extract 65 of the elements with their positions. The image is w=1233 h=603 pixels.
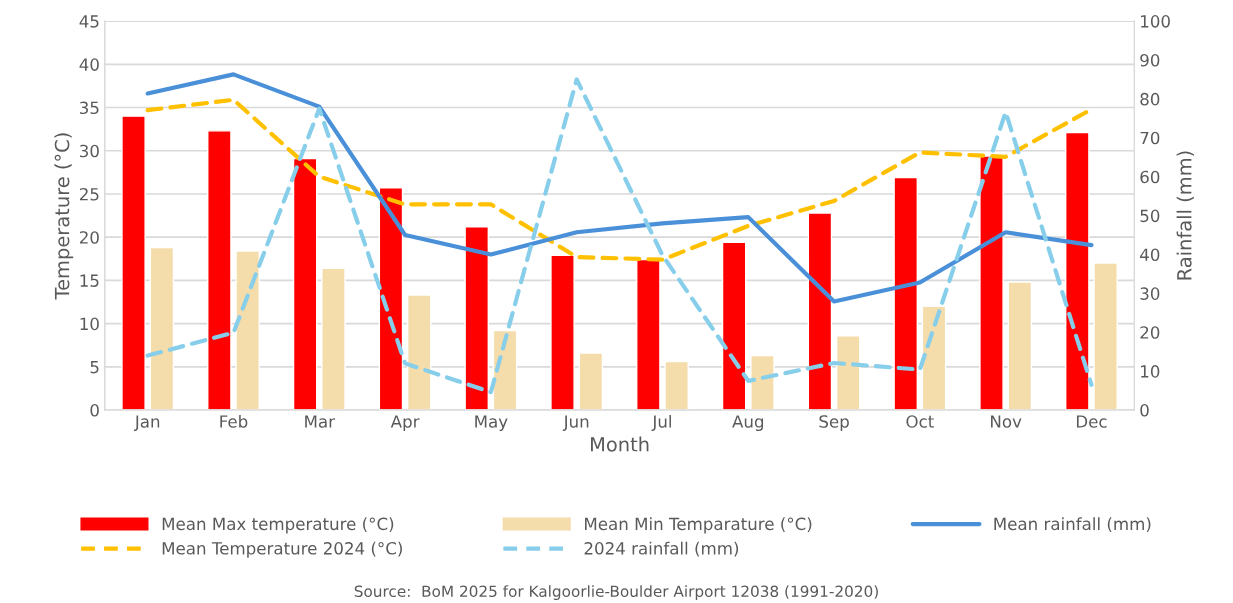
y2-tick-label: 20: [1140, 326, 1160, 339]
legend-label: Mean Max temperature (°C): [162, 517, 394, 534]
y2-tick-label: 50: [1140, 209, 1160, 223]
bar: [321, 267, 346, 411]
x-tick-label: Aug: [732, 415, 764, 432]
x-tick-label: Feb: [220, 414, 248, 428]
y-tick-label: 45: [79, 15, 99, 28]
x-tick-label: Mar: [305, 415, 336, 428]
bar: [1093, 262, 1118, 411]
legend-label: Mean Min Temparature (°C): [585, 517, 812, 534]
bar: [979, 155, 1004, 411]
x-tick-label: Oct: [906, 415, 934, 428]
source-note: Source: BoM 2025 for Kalgoorlie-Boulder Airport 12038 (1991-2020): [354, 585, 878, 600]
y-tick-label: 35: [80, 101, 99, 115]
bar: [893, 176, 918, 411]
x-tick-label: Jul: [651, 414, 671, 431]
y2-tick-label: 100: [1141, 15, 1170, 28]
bar: [1007, 281, 1033, 411]
y2-axis-title: Rainfall (mm): [1176, 151, 1194, 280]
bar: [750, 354, 775, 411]
bar: [664, 360, 689, 411]
x-tick-label: Jan: [133, 415, 160, 431]
bar: [807, 212, 833, 411]
y2-tick-label: 70: [1140, 131, 1160, 145]
y-tick-label: 10: [80, 317, 99, 331]
bar: [550, 254, 575, 411]
legend-label: Mean rainfall (mm): [994, 517, 1151, 533]
x-tick-label: Apr: [390, 415, 420, 432]
y2-tick-label: 0: [1140, 404, 1149, 417]
y-tick-label: 0: [90, 404, 99, 417]
bar: [235, 250, 260, 411]
bar: [835, 335, 861, 411]
y2-tick-label: 60: [1140, 170, 1160, 184]
x-axis-title: Month: [591, 436, 649, 452]
y2-tick-label: 40: [1140, 248, 1160, 262]
legend-label: 2024 rainfall (mm): [584, 541, 739, 557]
y2-tick-label: 30: [1140, 287, 1160, 300]
legend-label: Mean Temperature 2024 (°C): [162, 541, 402, 558]
y-tick-label: 5: [90, 361, 99, 374]
line-series: [145, 77, 1094, 395]
x-tick-label: Nov: [991, 415, 1022, 428]
y2-tick-label: 10: [1141, 365, 1160, 378]
x-tick-label: May: [475, 415, 508, 432]
bar: [1065, 131, 1090, 411]
x-tick-label: Sep: [819, 415, 849, 432]
bar: [464, 226, 490, 411]
y-tick-label: 15: [80, 274, 99, 287]
y-tick-label: 20: [79, 231, 99, 244]
bar: [406, 294, 432, 411]
y2-tick-label: 80: [1140, 92, 1160, 106]
x-tick-label: Jun: [562, 415, 589, 431]
y2-tick-label: 90: [1140, 53, 1160, 67]
y-tick-label: 25: [79, 187, 99, 201]
line-series: [145, 72, 1094, 304]
y-tick-label: 40: [79, 58, 99, 71]
bar: [207, 130, 232, 411]
bar: [578, 352, 604, 411]
bar: [636, 258, 661, 411]
bar: [149, 246, 175, 411]
y-tick-label: 30: [80, 144, 99, 158]
bar: [721, 241, 747, 411]
bar: [292, 157, 318, 411]
x-tick-label: Dec: [1076, 415, 1107, 428]
y-axis-title: Temperature (°C): [54, 133, 74, 300]
bar: [121, 115, 146, 411]
